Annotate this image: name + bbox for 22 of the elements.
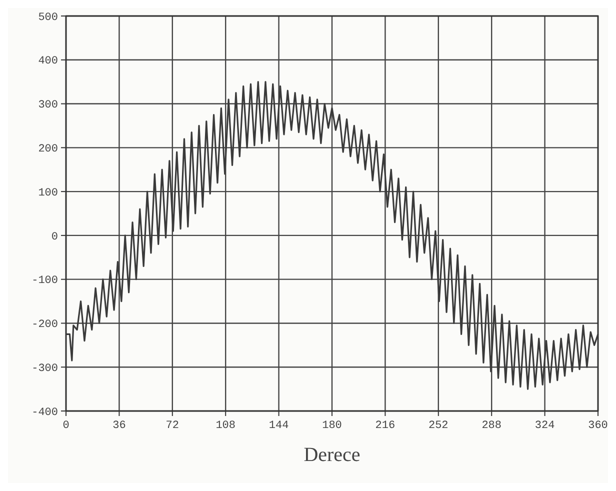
x-tick-label: 360 [588,420,608,432]
x-axis-title: Derece [304,444,360,466]
y-tick-label: 200 [38,144,58,156]
x-tick-label: 288 [482,420,502,432]
x-tick-label: 108 [216,420,236,432]
y-tick-label: -200 [32,319,58,332]
x-tick-label: 180 [322,420,342,432]
x-tick-label: 36 [112,420,126,432]
y-tick-label: -300 [32,362,58,375]
y-tick-label: -400 [32,406,58,419]
y-tick-label: 300 [38,100,58,112]
y-tick-label: 0 [51,231,58,244]
x-tick-label: 252 [428,420,448,432]
y-tick-label: 400 [38,56,58,68]
x-tick-label: 144 [268,420,290,432]
y-tick-label: -100 [32,275,58,288]
y-tick-label: 500 [38,12,58,24]
x-tick-label: 324 [534,420,556,432]
x-tick-label: 216 [375,420,396,432]
x-tick-label: 72 [166,420,179,432]
y-tick-label: 100 [38,187,58,200]
x-tick-label: 0 [62,420,70,432]
